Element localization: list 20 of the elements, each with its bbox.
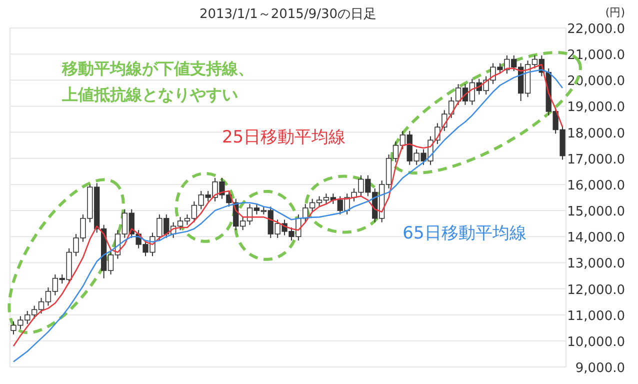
y-tick-label: 22,000.0 xyxy=(567,22,625,37)
text: 25日移動平均線 xyxy=(222,128,346,148)
y-tick-label: 11,000.0 xyxy=(567,308,625,324)
y-tick-label: 21,000.0 xyxy=(567,48,625,64)
annotation: 移動平均線が下値支持線、 xyxy=(61,59,254,78)
y-tick-label: 9,000.0 xyxy=(575,361,625,376)
chart-title: 2013/1/1～2015/9/30の日足 xyxy=(199,7,377,22)
y-tick-label: 19,000.0 xyxy=(567,100,625,116)
y-tick-label: 18,000.0 xyxy=(567,126,625,142)
text: 65日移動平均線 xyxy=(402,224,526,244)
y-tick-label: 12,000.0 xyxy=(567,282,625,298)
y-tick-label: 17,000.0 xyxy=(567,152,625,168)
y-tick-label: 20,000.0 xyxy=(567,74,625,90)
y-tick-label: 13,000.0 xyxy=(567,256,625,272)
y-axis-title: (円) xyxy=(605,6,625,19)
y-tick-label: 10,000.0 xyxy=(567,334,625,350)
annotation: 上値抵抗線となりやすい xyxy=(61,85,238,104)
y-tick-label: 16,000.0 xyxy=(567,178,625,194)
y-tick-label: 14,000.0 xyxy=(567,230,625,246)
y-tick-label: 15,000.0 xyxy=(567,204,625,220)
